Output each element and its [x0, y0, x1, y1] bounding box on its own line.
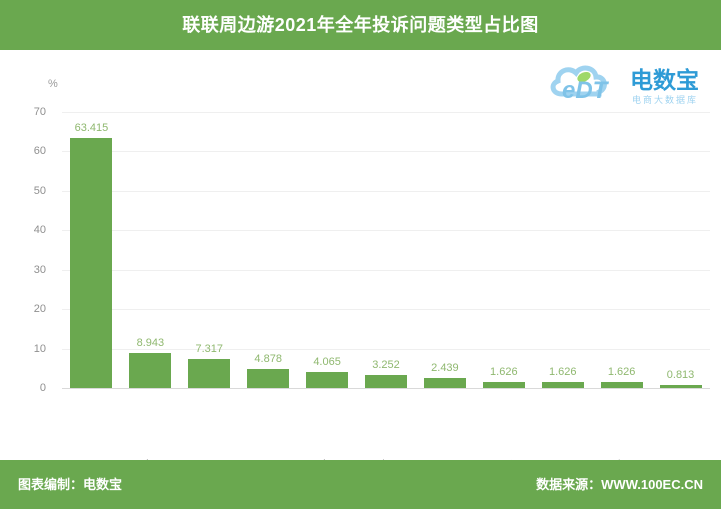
gridline — [62, 309, 710, 311]
gridline — [62, 388, 710, 389]
plot-area: 0 10 20 30 40 50 60 70 63.415 8.943 7.317 4.878 4.0… — [34, 106, 721, 502]
bar[interactable] — [129, 352, 172, 388]
bar-value-label: 0.813 — [666, 368, 695, 381]
footer-band: 图表编制：电数宝 数据来源：WWW.100EC.CN — [0, 460, 721, 509]
logo-subtitle: 电商大数据库 — [632, 94, 698, 105]
bar[interactable] — [70, 137, 113, 388]
bar[interactable] — [423, 378, 466, 388]
edt-logo: eDT 电数宝 电商大数据库 — [548, 58, 713, 110]
y-axis-tick-label: 10 — [33, 342, 46, 355]
chart-canvas: eDT 电数宝 电商大数据库 % 0 10 20 30 40 50 60 70 63.415 8… — [0, 50, 721, 502]
bar-value-label: 2.439 — [431, 362, 459, 375]
y-axis-tick-label: 70 — [33, 106, 46, 118]
bar[interactable] — [659, 384, 702, 388]
gridline — [62, 348, 710, 350]
bar-value-label: 7.317 — [195, 343, 224, 356]
gridline — [62, 151, 710, 153]
gridline — [62, 269, 710, 271]
y-axis-tick-label: 20 — [33, 303, 46, 316]
y-axis-tick-label: 0 — [39, 382, 46, 394]
bar[interactable] — [541, 381, 584, 388]
header-band: 联联周边游2021年全年投诉问题类型占比图 — [0, 0, 721, 50]
y-axis-tick-label: 30 — [33, 263, 46, 276]
bar-value-label: 8.943 — [136, 336, 165, 349]
leaf-shape — [577, 71, 591, 83]
footer-source: 数据来源：WWW.100EC.CN — [536, 477, 703, 492]
bar-value-label: 1.626 — [607, 365, 636, 378]
bar[interactable] — [306, 371, 349, 388]
footer-credit: 图表编制：电数宝 — [18, 477, 123, 492]
y-axis-tick-label: 50 — [33, 184, 46, 197]
logo-svg: eDT 电数宝 电商大数据库 — [550, 65, 699, 105]
bar-value-label: 3.252 — [372, 359, 400, 372]
gridline — [62, 112, 710, 113]
chart-title: 联联周边游2021年全年投诉问题类型占比图 — [182, 15, 539, 35]
y-axis-tick-label: 60 — [33, 145, 46, 158]
bar[interactable] — [247, 368, 290, 388]
logo-brand-text: 电数宝 — [630, 67, 699, 93]
bar-value-label: 4.065 — [313, 355, 341, 368]
gridline — [62, 190, 710, 192]
bar[interactable] — [600, 381, 643, 388]
logo-mark-text: eDT — [562, 77, 610, 104]
gridline — [62, 230, 710, 232]
bar[interactable] — [188, 359, 231, 388]
bar[interactable] — [482, 381, 525, 388]
bar-value-label: 1.626 — [548, 365, 577, 378]
cloud-shape — [550, 65, 607, 97]
bar[interactable] — [365, 375, 407, 388]
bar-value-label: 1.626 — [490, 365, 518, 378]
bar-value-label: 4.878 — [254, 352, 282, 365]
y-axis-unit: % — [48, 78, 58, 90]
bar-value-label: 63.415 — [74, 121, 109, 134]
y-axis-tick-label: 40 — [33, 224, 46, 237]
